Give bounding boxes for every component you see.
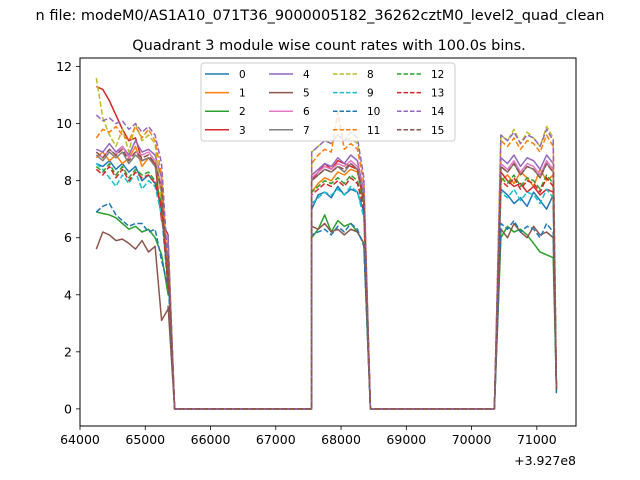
y-tick-label: 10 [56,116,72,131]
y-tick-label: 0 [64,401,72,416]
series-line-11 [95,111,558,410]
legend-label-6: 6 [303,106,310,118]
series-line-5 [95,222,558,410]
series-lines [95,77,558,410]
legend-label-2: 2 [239,106,246,118]
legend-label-11: 11 [367,125,380,137]
legend-label-3: 3 [239,125,246,137]
series-line-4 [96,139,558,410]
legend-label-1: 1 [239,88,246,100]
series-line-9 [95,163,558,410]
legend-label-5: 5 [303,88,310,100]
y-axis: 0 2 4 6 8 10 12 [56,59,80,416]
legend-label-14: 14 [431,106,445,118]
legend-label-7: 7 [303,125,310,137]
y-tick-label: 6 [64,230,72,245]
x-tick-label: 69000 [386,432,426,447]
plot-frame [79,57,577,427]
x-tick-label: 65000 [125,432,165,447]
y-tick-label: 2 [64,344,72,359]
legend-label-10: 10 [367,106,380,118]
series-line-10 [95,202,558,410]
legend-label-4: 4 [303,69,310,81]
y-tick-label: 8 [64,173,72,188]
legend-label-13: 13 [431,88,444,100]
chart-title: Quadrant 3 module wise count rates with … [132,38,526,54]
x-axis-offset-label: +3.927e8 [514,453,576,468]
y-tick-label: 12 [56,59,72,74]
legend-label-9: 9 [367,88,374,100]
x-tick-label: 71000 [517,432,557,447]
x-axis: 64000 65000 66000 67000 68000 69000 70000 71000 [60,426,557,447]
y-tick-label: 4 [64,287,72,302]
legend-box [200,62,456,142]
x-tick-label: 68000 [321,432,361,447]
x-tick-label: 70000 [452,432,492,447]
series-line-14 [95,114,558,410]
series-line-12 [95,162,558,410]
x-tick-label: 66000 [191,432,231,447]
x-tick-label: 67000 [256,432,296,447]
legend-label-12: 12 [431,69,444,81]
legend-label-8: 8 [367,69,374,81]
series-line-13 [95,165,558,410]
series-line-0 [96,159,558,410]
figure-suptitle: n file: modeM0/AS1A10_071T36_9000005182_… [36,8,605,24]
legend-label-0: 0 [239,69,246,81]
legend-label-15: 15 [431,125,444,137]
x-tick-label: 64000 [60,432,100,447]
series-line-15 [95,148,558,410]
